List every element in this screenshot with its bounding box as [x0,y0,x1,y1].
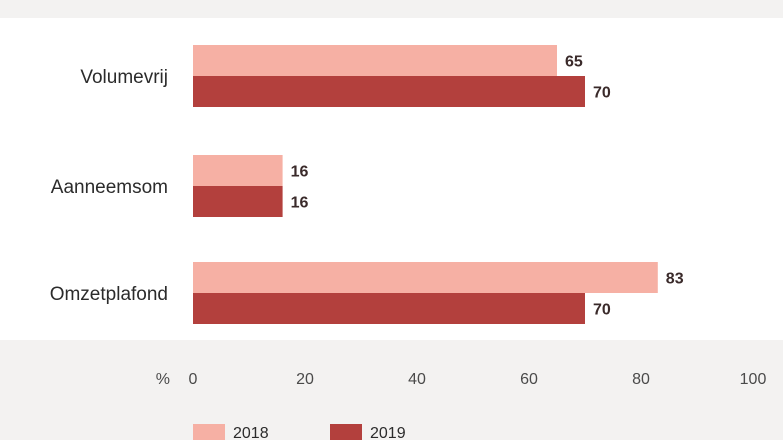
x-tick-label-40: 40 [408,371,426,388]
legend-swatch-2018 [193,424,225,440]
bar-aanneemsom-2019 [193,186,283,217]
bar-aanneemsom-2018 [193,155,283,186]
value-label-omzetplafond-2019: 70 [593,302,611,319]
bar-omzetplafond-2018 [193,262,658,293]
value-label-volumevrij-2018: 65 [565,54,583,71]
legend-swatch-2019 [330,424,362,440]
category-label-aanneemsom: Aanneemsom [51,177,168,198]
bar-volumevrij-2019 [193,76,585,107]
legend-label-2019: 2019 [370,425,406,440]
legend-label-2018: 2018 [233,425,269,440]
value-label-volumevrij-2019: 70 [593,85,611,102]
category-label-omzetplafond: Omzetplafond [50,284,168,305]
x-tick-label-100: 100 [740,371,767,388]
category-label-volumevrij: Volumevrij [80,67,168,88]
category-labels: Volumevrij Aanneemsom Omzetplafond [50,67,168,305]
value-label-omzetplafond-2018: 83 [666,271,684,288]
value-label-aanneemsom-2019: 16 [291,195,309,212]
x-tick-label-20: 20 [296,371,314,388]
bars-layer [193,45,658,324]
x-tick-label-80: 80 [632,371,650,388]
bar-omzetplafond-2019 [193,293,585,324]
bar-volumevrij-2018 [193,45,557,76]
x-axis: % 0 20 40 60 80 100 [156,371,767,388]
value-label-aanneemsom-2018: 16 [291,164,309,181]
x-axis-unit-label: % [156,371,170,388]
x-tick-label-0: 0 [189,371,198,388]
legend: 2018 2019 [193,424,406,440]
x-tick-label-60: 60 [520,371,538,388]
value-labels: 65 70 16 16 83 70 [291,54,684,319]
